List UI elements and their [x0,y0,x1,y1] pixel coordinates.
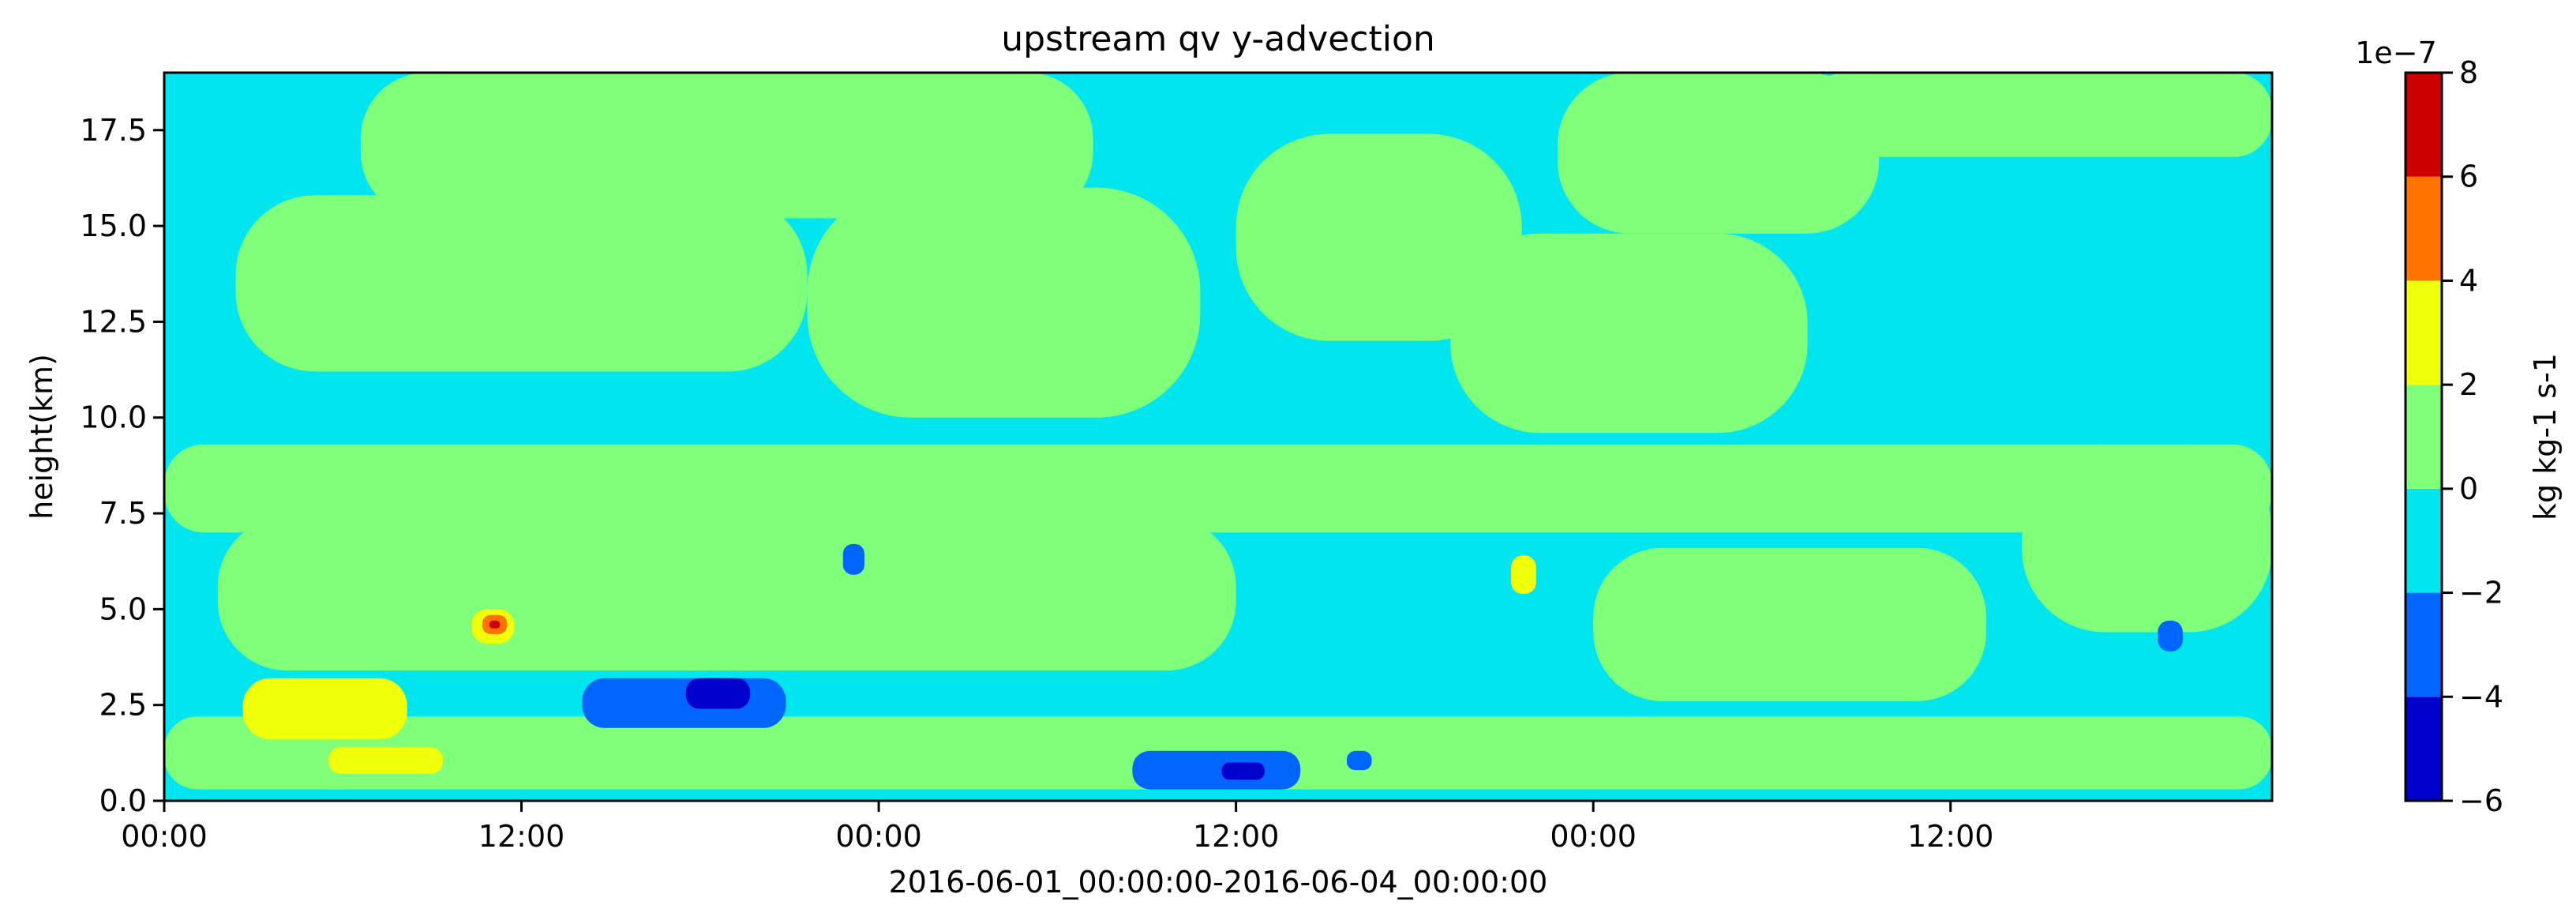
x-tick-label: 12:00 [1907,819,1994,854]
contour-region [1593,547,1986,701]
contour-region [582,678,786,728]
contour-region [1346,750,1372,771]
colorbar-tick-label: 4 [2459,263,2478,298]
contour-region [164,444,2272,533]
x-axis-ticks: 00:00 12:00 00:00 12:00 00:00 12:00 [121,801,1993,854]
contour-region [217,516,1236,671]
colorbar-bands [2405,73,2442,801]
contour-region [1221,762,1265,780]
colorbar-tick-label: −2 [2459,576,2503,610]
contour-region [2158,620,2183,652]
colorbar-tick-label: −4 [2459,679,2503,714]
colorbar-tick-label: −6 [2459,783,2503,818]
colorbar-ticks: −6 −4 −2 0 2 4 6 8 [2442,55,2503,818]
contour-region [1236,133,1522,341]
x-tick-label: 00:00 [835,819,922,854]
contour-region [842,543,864,575]
contour-region [807,187,1201,418]
colorbar-band [2405,697,2442,801]
colorbar-frame [2404,71,2443,802]
x-tick-label: 00:00 [121,819,208,854]
contour-region [1807,73,2272,157]
colorbar-label: kg kg-1 s-1 [2528,353,2563,520]
contour-regions [164,73,2272,790]
y-tick-label: 2.5 [99,688,147,723]
colorbar-band [2405,488,2442,593]
colorbar-multiplier: 1e−7 [2355,36,2437,70]
contour-region [2022,448,2272,633]
x-tick-label: 12:00 [478,819,565,854]
y-axis-label: height(km) [24,354,59,520]
y-tick-label: 12.5 [80,304,147,339]
contour-region [1132,750,1301,790]
y-tick-label: 7.5 [99,496,147,531]
x-tick-label: 12:00 [1193,819,1280,854]
plot-frame [163,71,2274,802]
contour-region [1511,555,1536,594]
colorbar-tick-label: 0 [2459,471,2478,506]
y-tick-label: 5.0 [99,592,147,626]
chart-title: upstream qv y-advection [1001,19,1435,59]
y-axis-ticks: 0.0 2.5 5.0 7.5 10.0 12.5 15.0 17.5 [80,113,164,818]
colorbar-band [2405,73,2442,177]
colorbar-band [2405,280,2442,385]
colorbar-tick-label: 2 [2459,367,2478,402]
colorbar-band [2405,176,2442,281]
colorbar-band [2405,592,2442,697]
contour-region [235,195,808,372]
y-tick-label: 17.5 [80,113,147,148]
colorbar: −6 −4 −2 0 2 4 6 8 1e−7 kg kg-1 s-1 [2355,36,2563,818]
x-tick-label: 00:00 [1550,819,1637,854]
y-tick-label: 15.0 [80,208,147,243]
y-tick-label: 0.0 [99,783,147,818]
contour-region [489,620,501,629]
plot-area [163,71,2274,802]
contour-region [1450,233,1808,434]
colorbar-tick-label: 8 [2459,55,2478,90]
colorbar-tick-label: 6 [2459,160,2478,194]
y-tick-label: 10.0 [80,400,147,435]
contour-region [1557,73,1880,234]
x-axis-label: 2016-06-01_00:00:00-2016-06-04_00:00:00 [889,865,1548,900]
contour-region [328,747,443,775]
colorbar-band [2405,385,2442,489]
contour-region [685,678,751,709]
contour-region [360,73,1093,219]
contour-region [242,678,407,740]
